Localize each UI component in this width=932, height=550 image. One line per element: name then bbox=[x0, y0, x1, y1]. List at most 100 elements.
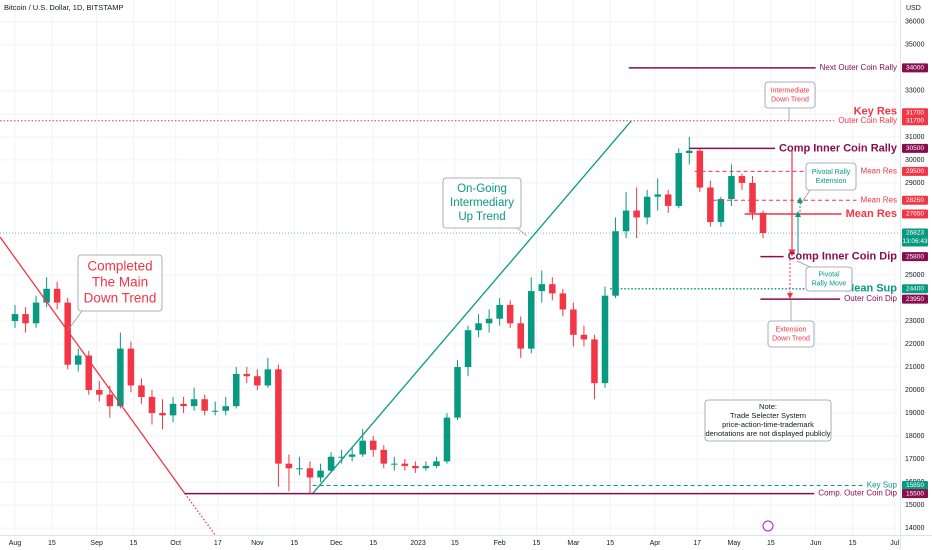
price-box bbox=[902, 166, 928, 176]
candle-body bbox=[675, 153, 683, 206]
candle-body bbox=[591, 339, 598, 384]
callout-text: Extension bbox=[776, 326, 807, 333]
y-tick-label: 21000 bbox=[905, 364, 925, 371]
callout-box bbox=[442, 177, 522, 229]
level-label: Key Sup bbox=[867, 481, 898, 490]
candle-body bbox=[749, 182, 756, 213]
candle-body bbox=[359, 440, 366, 455]
candle-body bbox=[243, 373, 251, 377]
candle-body bbox=[85, 355, 93, 391]
chart-title: Bitcoin / U.S. Dollar, 1D, BITSTAMP bbox=[4, 3, 123, 12]
candle-body bbox=[612, 231, 619, 296]
candle-body bbox=[22, 314, 29, 324]
candle-body bbox=[11, 314, 19, 321]
level-label: Outer Coin Rally bbox=[838, 116, 897, 125]
candle-body bbox=[211, 410, 219, 412]
callout-text: Down Trend bbox=[772, 335, 810, 342]
price-box-label: 29500 bbox=[906, 168, 924, 175]
price-box bbox=[902, 489, 928, 499]
candle-body bbox=[580, 334, 588, 340]
candle-body bbox=[559, 293, 567, 310]
candle-body bbox=[664, 194, 672, 206]
level-label: Next Outer Coin Rally bbox=[820, 63, 897, 72]
candle-body bbox=[728, 176, 735, 200]
x-tick-label: 15 bbox=[451, 540, 459, 547]
event-icon[interactable] bbox=[762, 520, 774, 532]
candle-body bbox=[53, 288, 61, 303]
candle-body bbox=[138, 385, 145, 397]
candle-body bbox=[433, 461, 440, 466]
candle-body bbox=[422, 465, 430, 469]
callout-text: Pivotal Rally bbox=[812, 169, 851, 176]
level-label: Comp. Outer Coin Dip bbox=[818, 489, 897, 498]
callout-box bbox=[805, 266, 853, 292]
x-tick-label: Feb bbox=[494, 540, 506, 547]
candle-body bbox=[475, 323, 482, 331]
candle-body bbox=[254, 376, 261, 386]
trendline bbox=[0, 236, 186, 494]
candle-body bbox=[601, 295, 609, 384]
x-tick-label: 15 bbox=[48, 540, 56, 547]
candle-body bbox=[285, 463, 293, 469]
countdown-label: 13:06:43 bbox=[902, 238, 928, 245]
candle-body bbox=[222, 406, 229, 411]
callout-text: Down Trend bbox=[84, 291, 157, 306]
candle-body bbox=[159, 413, 166, 416]
y-tick-label: 29000 bbox=[905, 180, 925, 187]
candle-body bbox=[738, 176, 746, 183]
price-box bbox=[902, 116, 928, 126]
price-box-label: 31700 bbox=[906, 118, 924, 125]
callout-pointer bbox=[799, 189, 811, 206]
x-tick-label: Nov bbox=[251, 540, 264, 547]
candle-body bbox=[64, 302, 71, 365]
y-tick-label: 22000 bbox=[905, 341, 925, 348]
candle-body bbox=[496, 304, 503, 319]
price-box-label: 15500 bbox=[906, 490, 924, 497]
price-box bbox=[902, 209, 928, 219]
price-box bbox=[902, 252, 928, 262]
callout-text: Intermediate bbox=[771, 87, 810, 94]
callout-box bbox=[764, 81, 816, 109]
level-label: Comp Inner Coin Rally bbox=[779, 142, 898, 154]
y-tick-label: 17000 bbox=[905, 456, 925, 463]
candle-body bbox=[517, 323, 524, 349]
candle-body bbox=[348, 454, 356, 457]
candle-body bbox=[43, 288, 50, 303]
x-tick-label: 15 bbox=[606, 540, 614, 547]
candle-body bbox=[338, 456, 345, 458]
price-box-label: 27650 bbox=[906, 211, 924, 218]
callout-text: On-Going bbox=[457, 183, 507, 195]
price-box bbox=[902, 481, 928, 491]
callout-text: Extension bbox=[816, 178, 847, 185]
price-box-label: 25800 bbox=[906, 253, 924, 260]
x-tick-label: Oct bbox=[170, 540, 181, 547]
x-tick-label: 15 bbox=[290, 540, 298, 547]
callout-text: Pivotal bbox=[818, 271, 839, 278]
callout-pointer bbox=[796, 260, 811, 268]
callout-box bbox=[704, 399, 832, 442]
candle-body bbox=[96, 390, 103, 395]
level-label: Mean Res bbox=[861, 167, 897, 176]
candle-body bbox=[391, 463, 398, 465]
candle-body bbox=[633, 210, 640, 218]
trendline bbox=[184, 493, 216, 536]
price-box bbox=[902, 108, 928, 118]
candle-body bbox=[622, 210, 630, 232]
level-label: Mean Sup bbox=[845, 283, 897, 295]
candle-body bbox=[707, 187, 714, 223]
y-tick-label: 33000 bbox=[905, 88, 925, 95]
callout-text: Up Trend bbox=[458, 211, 505, 223]
candle-body bbox=[454, 367, 461, 418]
x-tick-label: 15 bbox=[130, 540, 138, 547]
y-tick-label: 35000 bbox=[905, 42, 925, 49]
x-tick-label: 17 bbox=[214, 540, 222, 547]
callout-text: denotations are not displayed publicly bbox=[705, 429, 830, 438]
candle-body bbox=[106, 394, 114, 407]
grid bbox=[0, 0, 900, 535]
price-box bbox=[902, 284, 928, 294]
candle-body bbox=[264, 369, 272, 386]
level-label: Key Res bbox=[854, 106, 897, 118]
y-tick-label: 31000 bbox=[905, 134, 925, 141]
